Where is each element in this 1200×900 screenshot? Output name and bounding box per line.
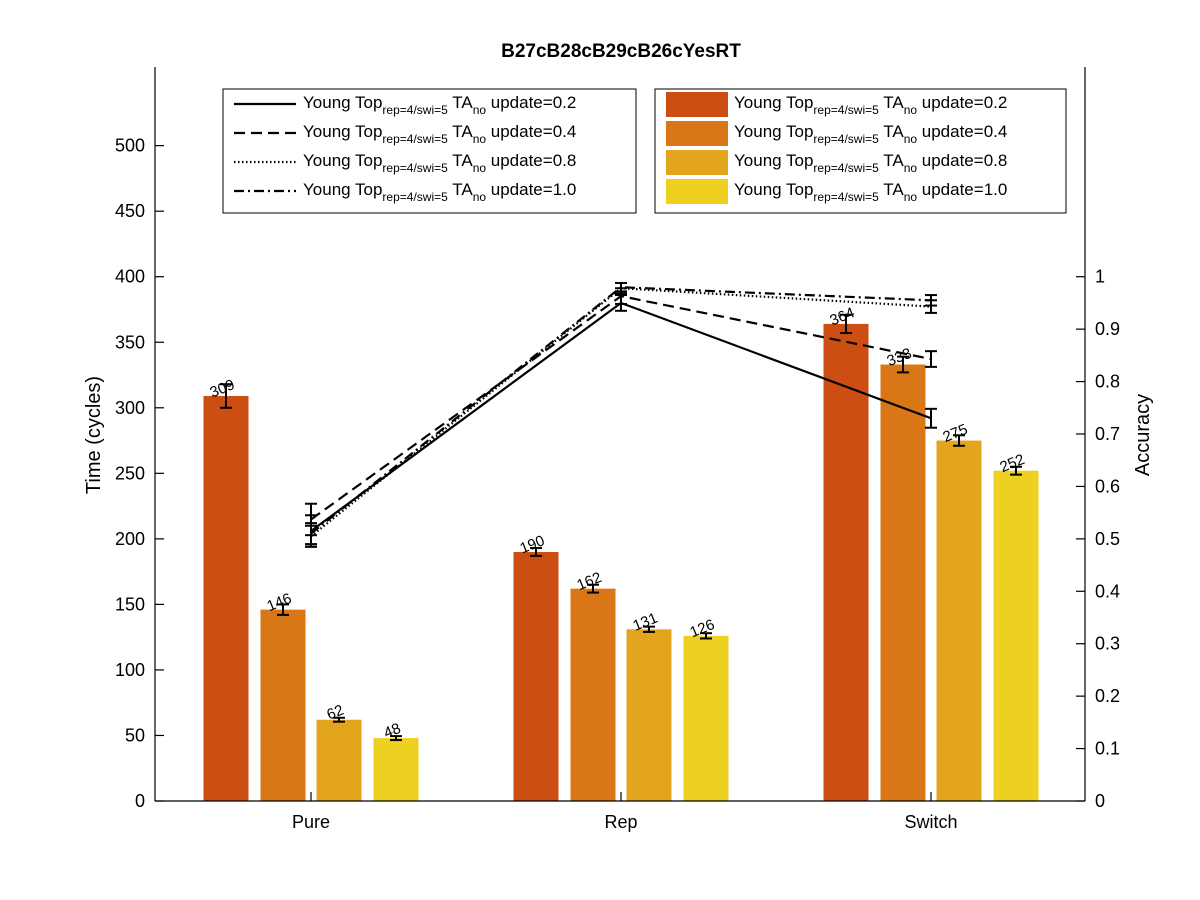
bar-0-1: [513, 551, 559, 801]
bar-1-0: [260, 609, 306, 801]
legend-lines-box: [222, 88, 637, 214]
y-right-tick-label-3: 0.3: [1095, 634, 1120, 654]
axes-layer: 0 50 100 150 200 250 300 350 400 450 500 0 0.1 0.2 0.3…: [115, 67, 1120, 832]
bar-3-1: [683, 635, 729, 801]
y-left-tick-label-6: 300: [115, 398, 145, 418]
legend-bars: Young Toprep=4/swi=5 TAno update=0.2 Youn…: [654, 88, 1067, 214]
accuracy-line-3: [310, 286, 932, 535]
legend-bar-label-3: Young Toprep=4/swi=5 TAno update=1.0: [734, 180, 1007, 204]
y-left-tick-label-10: 500: [115, 136, 145, 156]
bar-label-3-0: 48: [381, 720, 403, 742]
legend-bar-swatch-1: [666, 121, 728, 146]
x-tick-label-1: Rep: [604, 812, 637, 832]
bar-0-2: [823, 323, 869, 801]
y-left-tick-label-1: 50: [125, 725, 145, 745]
legend-bar-label-2: Young Toprep=4/swi=5 TAno update=0.8: [734, 151, 1007, 175]
y-right-tick-label-0: 0: [1095, 791, 1105, 811]
y-right-tick-label-9: 0.9: [1095, 319, 1120, 339]
legend-line-label-0: Young Toprep=4/swi=5 TAno update=0.2: [303, 93, 576, 117]
y-left-tick-label-9: 450: [115, 201, 145, 221]
y-left-tick-label-7: 350: [115, 332, 145, 352]
y-left-tick-label-3: 150: [115, 594, 145, 614]
legend-line-label-1: Young Toprep=4/swi=5 TAno update=0.4: [303, 122, 576, 146]
bar-2-2: [936, 440, 982, 801]
y-left-tick-label-0: 0: [135, 791, 145, 811]
bar-2-1: [626, 629, 672, 801]
y-axis-left-title: Time (cycles): [83, 376, 105, 494]
legend-bar-label-1: Young Toprep=4/swi=5 TAno update=0.4: [734, 122, 1007, 146]
bar-3-2: [993, 470, 1039, 801]
y-right-tick-label-5: 0.5: [1095, 529, 1120, 549]
y-right-tick-label-2: 0.2: [1095, 686, 1120, 706]
bar-1-2: [880, 364, 926, 801]
y-left-tick-label-2: 100: [115, 660, 145, 680]
legend-bar-swatch-0: [666, 92, 728, 117]
x-tick-label-0: Pure: [292, 812, 330, 832]
y-right-tick-label-6: 0.6: [1095, 476, 1120, 496]
y-right-tick-label-10: 1: [1095, 267, 1105, 287]
legend-bar-label-0: Young Toprep=4/swi=5 TAno update=0.2: [734, 93, 1007, 117]
y-right-tick-label-8: 0.8: [1095, 372, 1120, 392]
bar-2-0: [316, 719, 362, 801]
bar-0-0: [203, 395, 249, 801]
x-tick-label-2: Switch: [904, 812, 957, 832]
y-left-tick-label-5: 250: [115, 463, 145, 483]
y-right-tick-label-4: 0.4: [1095, 581, 1120, 601]
legend-lines: Young Toprep=4/swi=5 TAno update=0.2 Youn…: [222, 88, 637, 214]
y-axis-right-title: Accuracy: [1132, 394, 1154, 476]
y-left-tick-label-8: 400: [115, 267, 145, 287]
legend-bar-swatch-2: [666, 150, 728, 175]
y-right-tick-label-1: 0.1: [1095, 739, 1120, 759]
bar-1-1: [570, 588, 616, 801]
chart-title: B27cB28cB29cB26cYesRT: [501, 41, 741, 62]
legend-bar-swatch-3: [666, 179, 728, 204]
bar-label-2-0: 62: [324, 702, 346, 724]
legend-line-label-2: Young Toprep=4/swi=5 TAno update=0.8: [303, 151, 576, 175]
legend-line-label-3: Young Toprep=4/swi=5 TAno update=1.0: [303, 180, 576, 204]
bar-3-0: [373, 738, 419, 801]
lines-layer: [305, 282, 937, 548]
y-left-tick-label-4: 200: [115, 529, 145, 549]
y-right-tick-label-7: 0.7: [1095, 424, 1120, 444]
